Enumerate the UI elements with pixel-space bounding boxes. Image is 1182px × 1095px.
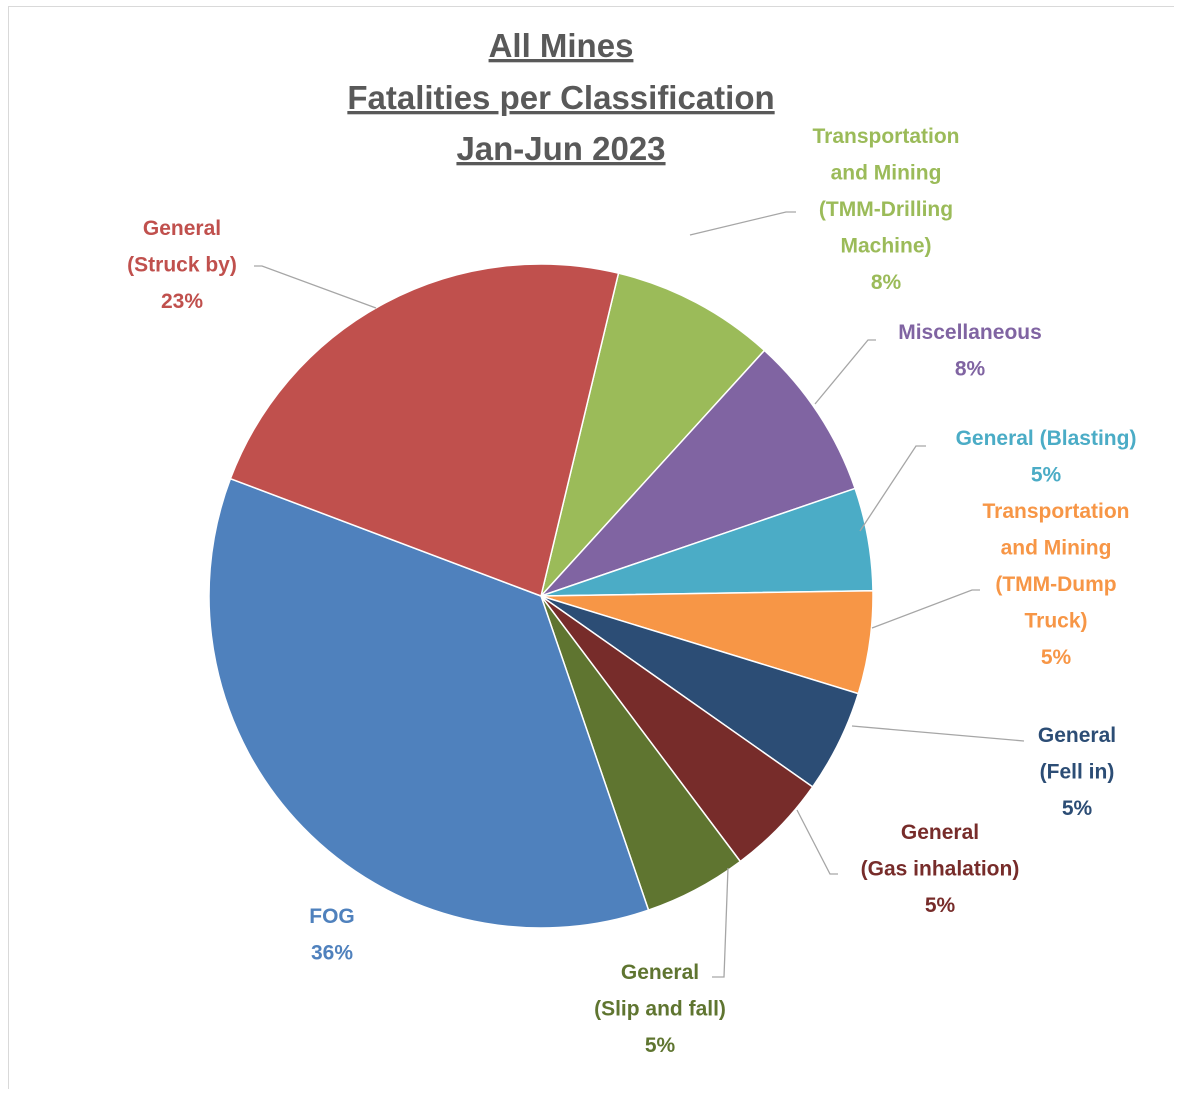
title-line-3: Jan-Jun 2023 (456, 130, 665, 167)
slice-label-line: Truck) (1024, 610, 1087, 633)
chart-frame (8, 6, 1174, 1089)
slice-label-line: FOG (309, 905, 355, 928)
slice-label: General (Struck by) 23% (127, 217, 237, 313)
pie-slice (540, 349, 857, 597)
slice-label-line: (TMM-Drilling (819, 198, 953, 221)
slice-label-line: General (Blasting) (956, 427, 1137, 450)
pie-slice (229, 263, 620, 598)
slice-label-line: General (621, 961, 699, 984)
slice-label-line: and Mining (831, 162, 942, 185)
slice-label: FOG 36% (309, 905, 355, 965)
slice-percent: 8% (955, 358, 986, 381)
slice-labels: Transportation and Mining (TMM-Drilling Mac… (127, 125, 1136, 1057)
leader-lines (254, 211, 1025, 978)
pie-slice (208, 477, 650, 929)
slice-label-line: General (143, 217, 221, 240)
slice-label-line: (TMM-Dump (995, 573, 1116, 596)
slice-percent: 8% (871, 271, 902, 294)
slice-label-line: Miscellaneous (898, 321, 1042, 344)
slice-label-line: General (1038, 724, 1116, 747)
title-line-2: Fatalities per Classification (347, 79, 774, 116)
leader-line (254, 265, 377, 309)
leader-line (851, 725, 1025, 742)
leader-line (871, 589, 980, 629)
leader-line (814, 339, 876, 405)
leader-line (796, 809, 838, 875)
pie-slice (540, 272, 766, 597)
slice-label-line: Transportation (982, 500, 1129, 523)
slice-label-line: Transportation (812, 125, 959, 148)
slice-label: General (Slip and fall) 5% (594, 961, 726, 1057)
leader-line (859, 445, 926, 532)
slice-percent: 5% (1062, 797, 1093, 820)
slice-label-line: General (901, 821, 979, 844)
slice-label-line: (Fell in) (1040, 761, 1115, 784)
slice-label: General (Fell in) 5% (1038, 724, 1116, 820)
pie-slices (208, 263, 874, 929)
slice-label-line: (Gas inhalation) (861, 858, 1020, 881)
slice-label: Transportation and Mining (TMM-Drilling Mac… (812, 125, 959, 294)
slice-label-line: (Slip and fall) (594, 998, 726, 1021)
slice-label-line: (Struck by) (127, 254, 237, 277)
slice-label: General (Blasting) 5% (956, 427, 1137, 487)
title-line-1: All Mines (489, 27, 634, 64)
slice-label: Transportation and Mining (TMM-Dump Truck) 5… (982, 500, 1129, 669)
slice-percent: 5% (1041, 646, 1072, 669)
leader-line (712, 867, 729, 978)
slice-percent: 5% (925, 894, 956, 917)
slice-percent: 5% (645, 1034, 676, 1057)
slice-label-line: and Mining (1001, 537, 1112, 560)
chart-title: All Mines Fatalities per Classification … (347, 27, 774, 167)
slice-label: General (Gas inhalation) 5% (861, 821, 1020, 917)
leader-line (689, 211, 796, 236)
slice-percent: 36% (311, 942, 353, 965)
slice-label-line: Machine) (840, 235, 931, 258)
slice-label: Miscellaneous 8% (898, 321, 1042, 381)
slice-percent: 23% (161, 290, 203, 313)
slice-percent: 5% (1031, 464, 1062, 487)
